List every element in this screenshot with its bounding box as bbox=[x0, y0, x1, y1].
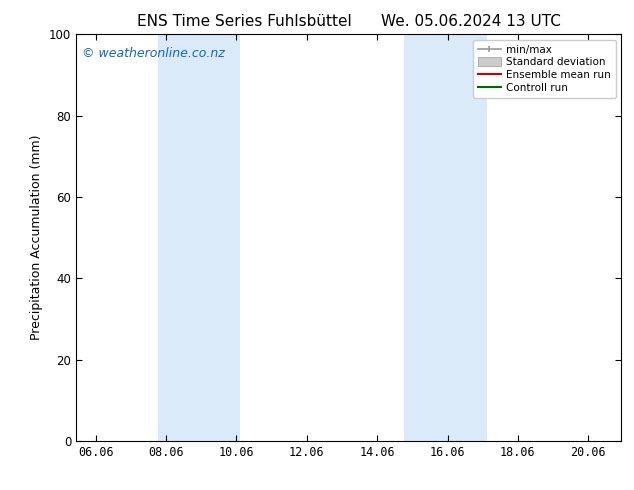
Bar bbox=[158, 34, 240, 441]
Bar bbox=[404, 34, 486, 441]
Y-axis label: Precipitation Accumulation (mm): Precipitation Accumulation (mm) bbox=[30, 135, 43, 341]
Legend: min/max, Standard deviation, Ensemble mean run, Controll run: min/max, Standard deviation, Ensemble me… bbox=[473, 40, 616, 98]
Text: © weatheronline.co.nz: © weatheronline.co.nz bbox=[82, 47, 224, 59]
Title: ENS Time Series Fuhlsbüttel      We. 05.06.2024 13 UTC: ENS Time Series Fuhlsbüttel We. 05.06.20… bbox=[137, 14, 560, 29]
